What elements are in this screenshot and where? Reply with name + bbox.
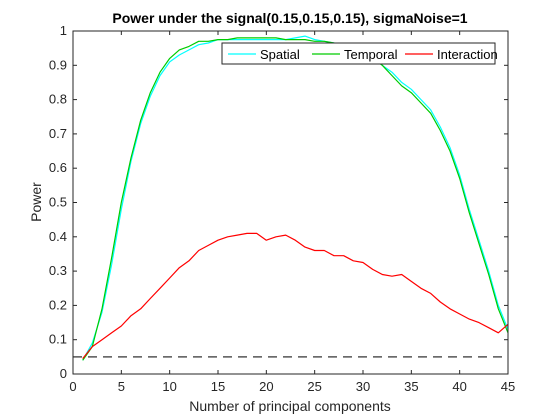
y-tick-label: 0.7 [49,126,67,141]
x-tick-label: 10 [162,379,176,394]
x-tick-label: 20 [259,379,273,394]
x-tick-label: 15 [211,379,225,394]
legend-label: Temporal [344,47,398,62]
x-axis: 0 5 10 15 20 25 30 35 40 45 [69,31,515,394]
series-layer [82,35,509,361]
chart-title: Power under the signal(0.15,0.15,0.15), … [112,10,467,26]
y-tick-label: 0.8 [49,92,67,107]
x-tick-label: 0 [69,379,76,394]
y-tick-label: 0.1 [49,332,67,347]
x-tick-label: 40 [452,379,466,394]
series-line-temporal [82,37,509,361]
x-tick-label: 25 [307,379,321,394]
x-tick-label: 45 [501,379,515,394]
legend-label: Spatial [260,47,300,62]
x-tick-label: 30 [356,379,370,394]
y-tick-label: 0.5 [49,195,67,210]
series-line-spatial [82,35,509,361]
series-line-interaction [82,232,509,359]
y-axis-title: Power [28,182,44,222]
y-tick-label: 0.4 [49,229,67,244]
y-tick-label: 0.2 [49,297,67,312]
y-tick-label: 1 [60,23,67,38]
y-tick-label: 0.9 [49,57,67,72]
legend-label: Interaction [437,47,498,62]
plot-area [73,31,508,374]
x-tick-label: 35 [404,379,418,394]
y-axis: 0 0.1 0.2 0.3 0.4 0.5 0.6 0.7 0.8 0.9 1 [49,23,508,381]
x-axis-title: Number of principal components [189,398,391,414]
y-tick-label: 0.6 [49,160,67,175]
y-tick-label: 0.3 [49,263,67,278]
legend: Spatial Temporal Interaction [221,42,498,65]
x-tick-label: 5 [118,379,125,394]
y-tick-label: 0 [60,366,67,381]
legend-box [221,42,496,65]
